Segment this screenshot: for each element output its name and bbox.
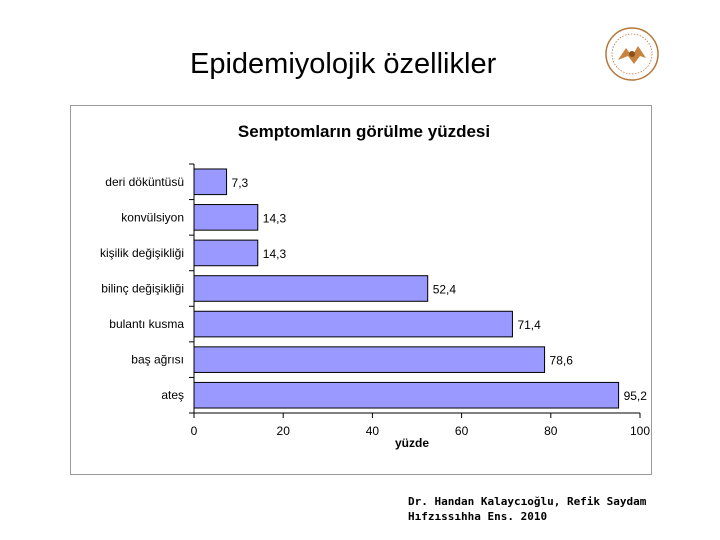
x-tick-label: 20	[277, 424, 291, 438]
x-tick-label: 60	[455, 424, 469, 438]
value-label: 95,2	[624, 389, 648, 403]
institute-seal-icon	[604, 26, 660, 82]
bar-6	[193, 346, 546, 373]
x-tick-label: 100	[630, 424, 650, 438]
x-axis-label: yüzde	[395, 436, 429, 450]
category-label: ateş	[161, 388, 184, 402]
x-tick-label: 40	[366, 424, 380, 438]
bar-chart: Semptomların görülme yüzdesi deri dökünt…	[100, 122, 650, 450]
bar-2	[193, 204, 259, 231]
bar-7	[193, 381, 620, 409]
x-tick-label: 0	[191, 424, 198, 438]
chart-frame: Semptomların görülme yüzdesi deri dökünt…	[70, 105, 652, 475]
value-label: 7,3	[232, 176, 249, 190]
value-label: 71,4	[517, 318, 541, 332]
footer-line-2: Hıfzıssıhha Ens. 2010	[408, 510, 548, 523]
value-label: 14,3	[263, 211, 287, 225]
value-label: 78,6	[550, 354, 574, 368]
bar-5	[193, 310, 513, 338]
footer-credit: Dr. Handan Kalaycıoğlu, Refik Saydam Hıf…	[408, 494, 646, 524]
category-label: bilinç değişikliği	[101, 282, 184, 296]
category-label: baş ağrısı	[131, 353, 184, 367]
category-label: bulantı kusma	[109, 317, 184, 331]
bar-4	[193, 275, 429, 302]
value-label: 52,4	[433, 283, 457, 297]
x-tick-label: 80	[544, 424, 558, 438]
category-label: kişilik değişikliği	[100, 246, 184, 260]
bar-1	[193, 168, 228, 196]
bar-3	[193, 239, 259, 267]
slide-title: Epidemiyolojik özellikler	[190, 48, 497, 80]
footer-line-1: Dr. Handan Kalaycıoğlu, Refik Saydam	[408, 495, 647, 508]
value-label: 14,3	[263, 247, 287, 261]
category-label: deri döküntüsü	[105, 175, 184, 189]
category-label: konvülsiyon	[121, 210, 184, 224]
chart-title: Semptomların görülme yüzdesi	[238, 122, 490, 141]
